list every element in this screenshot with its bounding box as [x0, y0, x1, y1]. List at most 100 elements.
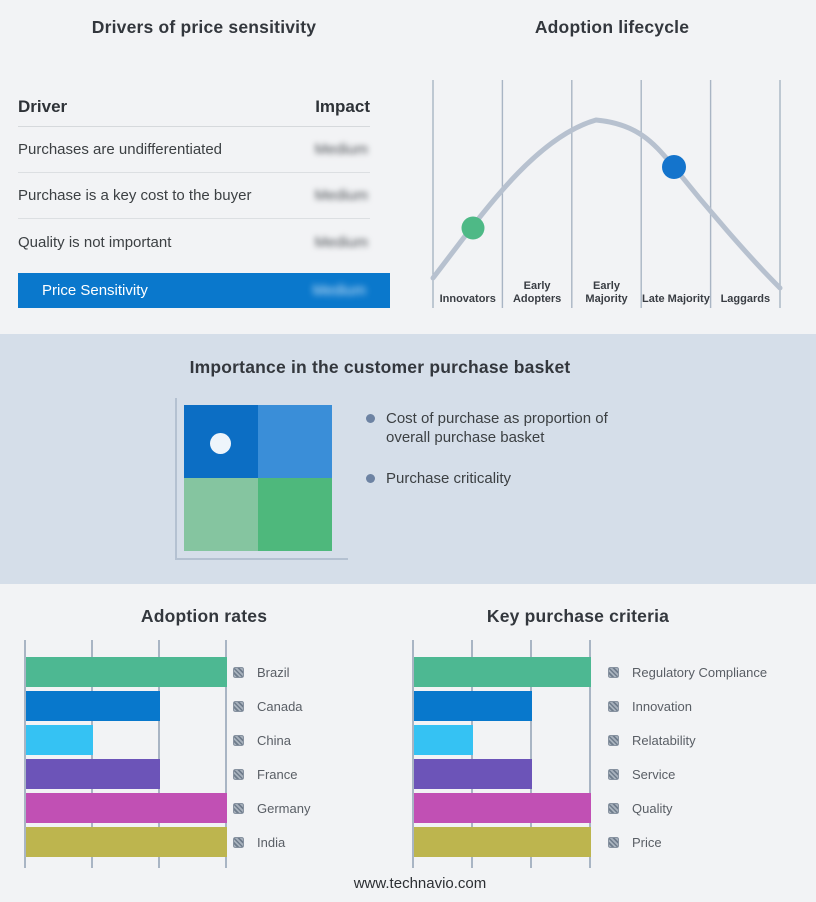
legend-label: Service: [632, 766, 676, 782]
driver-row: Purchases are undifferentiated Medium: [18, 127, 370, 173]
impact-value-blurred: Medium: [314, 187, 368, 204]
key-purchase-criteria-chart: [412, 640, 591, 868]
impact-value-blurred: Medium: [314, 233, 368, 251]
quadrant-x-axis: [175, 558, 348, 560]
driver-label: Purchases are undifferentiated: [18, 141, 223, 158]
legend-label: Canada: [257, 698, 303, 714]
legend-item: Service: [608, 759, 675, 789]
legend-item: Canada: [233, 691, 303, 721]
bullet-item: Purchase criticality: [366, 469, 628, 488]
hatched-swatch-icon: [233, 802, 244, 814]
legend-item: Innovation: [608, 691, 692, 721]
legend-label: France: [257, 766, 298, 782]
legend-label: China: [257, 732, 291, 748]
legend-item: China: [233, 725, 291, 755]
impact-value-blurred: Medium: [314, 141, 368, 158]
legend-label: Price: [632, 834, 662, 850]
purchase-basket-band: [0, 334, 816, 584]
legend-label: Germany: [257, 800, 311, 816]
legend-item: Germany: [233, 793, 310, 823]
bullet-text: Cost of purchase as proportion of overal…: [386, 410, 608, 446]
legend-label: Regulatory Compliance: [632, 664, 768, 680]
legend-item: Regulatory Compliance: [608, 657, 767, 687]
driver-column-header: Driver: [18, 97, 68, 116]
hatched-swatch-icon: [608, 836, 619, 848]
legend-label: India: [257, 834, 286, 850]
adoption-rates-chart: [24, 640, 227, 868]
bar-canada: [26, 691, 161, 721]
stage-label: Innovators: [439, 293, 496, 305]
price-sensitivity-label: Price Sensitivity: [42, 282, 148, 299]
lifecycle-title: Adoption lifecycle: [534, 17, 690, 37]
adoption-rates-title: Adoption rates: [140, 606, 268, 626]
innovators-stage-marker: [461, 216, 485, 240]
website-footer: www.technavio.com: [353, 875, 487, 892]
legend-item: Brazil: [233, 657, 290, 687]
hatched-swatch-icon: [608, 666, 619, 678]
bullet-item: Cost of purchase as proportion of overal…: [366, 409, 628, 447]
impact-value-blurred: Medium: [312, 282, 366, 299]
quadrant-y-axis: [175, 398, 177, 560]
drivers-table-header: Driver Impact: [18, 88, 370, 127]
bar-service: [414, 759, 533, 789]
late-majority-stage-marker: [662, 155, 686, 179]
bullet-text: Purchase criticality: [386, 470, 512, 487]
bar-relatability: [414, 725, 473, 755]
driver-row: Quality is not important Medium: [18, 219, 370, 265]
basket-bullet-list: Cost of purchase as proportion of overal…: [366, 409, 628, 510]
hatched-swatch-icon: [608, 700, 619, 712]
quadrant-cell-bottom-left: [184, 478, 258, 551]
legend-label: Brazil: [257, 664, 290, 680]
driver-row: Purchase is a key cost to the buyer Medi…: [18, 173, 370, 219]
purchase-basket-quadrant: [184, 405, 332, 551]
bar-quality: [414, 793, 591, 823]
legend-item: Price: [608, 827, 662, 857]
bar-regulatory-compliance: [414, 657, 591, 687]
hatched-swatch-icon: [233, 836, 244, 848]
bar-price: [414, 827, 591, 857]
bar-india: [26, 827, 227, 857]
stage-label: Laggards: [720, 293, 771, 305]
gridline: [412, 640, 414, 868]
gridline: [158, 640, 161, 868]
legend-label: Quality: [632, 800, 673, 816]
legend-item: France: [233, 759, 297, 789]
driver-label: Quality is not important: [18, 233, 172, 251]
hatched-swatch-icon: [233, 666, 244, 678]
hatched-swatch-icon: [233, 768, 244, 780]
key-purchase-criteria-title: Key purchase criteria: [486, 606, 670, 626]
stage-label: Late Majority: [641, 293, 710, 305]
stage-label: Early Adopters: [512, 280, 562, 305]
hatched-swatch-icon: [608, 802, 619, 814]
gridline: [589, 640, 591, 868]
bullet-icon: [366, 414, 375, 423]
gridline: [24, 640, 26, 868]
bar-france: [26, 759, 161, 789]
drivers-table: Driver Impact Purchases are undifferenti…: [18, 88, 390, 308]
bar-innovation: [414, 691, 533, 721]
lifecycle-gridlines: [432, 80, 781, 308]
price-sensitivity-row: Price Sensitivity Medium: [18, 273, 390, 308]
lifecycle-chart: [430, 80, 783, 308]
impact-column-header: Impact: [315, 97, 370, 116]
adoption-curve: [430, 117, 783, 291]
legend-label: Innovation: [632, 698, 692, 714]
bar-brazil: [26, 657, 227, 687]
quadrant-cell-top-right: [258, 405, 332, 478]
legend-item: Quality: [608, 793, 672, 823]
bar-china: [26, 725, 93, 755]
lifecycle-stage-labels: Innovators Early Adopters Early Majority La…: [433, 256, 780, 308]
gridline: [530, 640, 533, 868]
quadrant-cell-bottom-right: [258, 478, 332, 551]
gridline: [225, 640, 227, 868]
legend-item: Relatability: [608, 725, 696, 755]
position-dot-icon: [210, 433, 231, 454]
hatched-swatch-icon: [608, 768, 619, 780]
legend-label: Relatability: [632, 732, 696, 748]
drivers-title: Drivers of price sensitivity: [91, 17, 317, 37]
bar-germany: [26, 793, 227, 823]
legend-item: India: [233, 827, 285, 857]
bullet-icon: [366, 474, 375, 483]
stage-label: Early Majority: [585, 280, 628, 305]
